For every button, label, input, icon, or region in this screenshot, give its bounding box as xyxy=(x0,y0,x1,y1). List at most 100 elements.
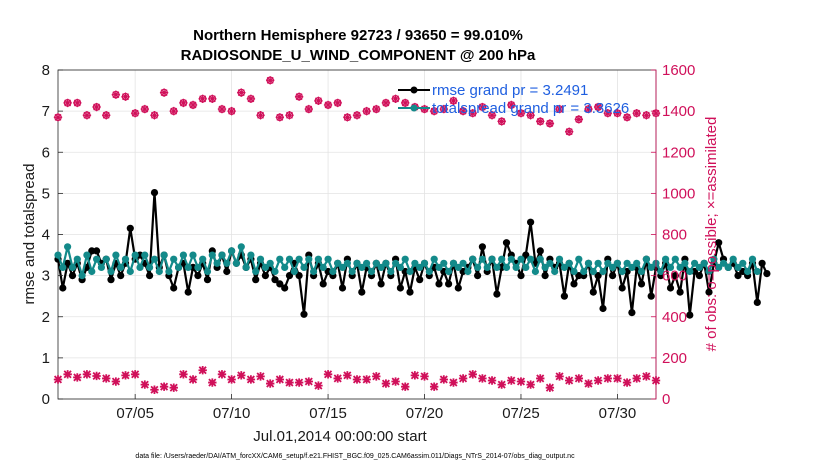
rmse-point-1 xyxy=(59,284,67,292)
obs-assimilated-point-19 xyxy=(237,371,246,380)
rmse-point-137 xyxy=(715,239,723,247)
obs-possible-star-44 xyxy=(478,102,487,112)
totalspread-point-60 xyxy=(343,259,351,267)
right-y-axis-label: # of obs: o=possible; ×=assimilated xyxy=(703,117,720,352)
totalspread-point-127 xyxy=(666,263,675,271)
obs-possible-star-36 xyxy=(401,98,410,108)
totalspread-point-71 xyxy=(396,263,404,271)
totalspread-point-80 xyxy=(440,259,448,267)
obs-assimilated-point-58 xyxy=(613,374,622,383)
obs-possible-point-0 xyxy=(53,113,63,122)
totalspread-point-108 xyxy=(575,255,583,263)
obs-possible-point-1 xyxy=(63,98,72,108)
obs-possible-point-27 xyxy=(314,96,323,106)
rmse-point-119 xyxy=(628,309,636,317)
obs-possible-star-51 xyxy=(545,119,555,128)
totalspread-series xyxy=(54,243,761,280)
obs-assimilated-point-28 xyxy=(323,370,333,379)
totalspread-point-98 xyxy=(527,255,535,263)
obs-assimilated-point-7 xyxy=(121,371,130,380)
totalspread-point-112 xyxy=(594,259,602,267)
obs-possible-point-45 xyxy=(487,111,497,120)
obs-possible-star-48 xyxy=(516,108,526,118)
totalspread-point-7 xyxy=(88,267,96,276)
totalspread-point-28 xyxy=(189,251,197,259)
obs-possible-point-11 xyxy=(159,88,169,97)
totalspread-point-12 xyxy=(112,251,120,259)
rmse-point-96 xyxy=(517,272,525,280)
obs-possible-star-42 xyxy=(458,106,468,116)
obs-assimilated-point-33 xyxy=(372,372,381,381)
y-axis-label: rmse and totalspread xyxy=(21,164,38,305)
totalspread-point-0 xyxy=(54,251,62,259)
totalspread-point-100 xyxy=(536,255,544,263)
x-axis-label: Jul.01,2014 00:00:00 start xyxy=(253,428,427,445)
left-tick-label-2: 2 xyxy=(42,309,50,326)
rmse-point-98 xyxy=(527,218,535,226)
obs-possible-point-15 xyxy=(198,94,207,103)
right-tick-label-0: 0 xyxy=(662,391,670,408)
obs-assimilated-point-55 xyxy=(584,379,593,388)
totalspread-point-86 xyxy=(469,255,477,263)
rmse-point-2 xyxy=(64,259,72,267)
obs-possible-point-46 xyxy=(497,117,506,126)
obs-possible-star-5 xyxy=(102,111,111,120)
totalspread-point-22 xyxy=(160,251,168,259)
totalspread-point-79 xyxy=(435,263,443,271)
rmse-point-50 xyxy=(295,272,303,280)
rmse-point-73 xyxy=(406,288,414,296)
left-tick-label-7: 7 xyxy=(42,103,50,120)
obs-assimilated-point-32 xyxy=(362,375,371,384)
obs-possible-star-21 xyxy=(256,111,265,120)
obs-possible-star-61 xyxy=(642,111,651,120)
obs-assimilated-point-50 xyxy=(536,374,545,383)
chart-subtitle: RADIOSONDE_U_WIND_COMPONENT @ 200 hPa xyxy=(181,47,536,64)
totalspread-point-4 xyxy=(73,255,81,263)
totalspread-point-41 xyxy=(252,267,260,276)
totalspread-point-34 xyxy=(218,251,226,259)
obs-possible-point-30 xyxy=(343,113,352,122)
obs-possible-point-19 xyxy=(237,88,246,97)
totalspread-point-52 xyxy=(305,255,313,263)
obs-possible-star-41 xyxy=(449,96,458,106)
obs-possible-star-32 xyxy=(362,106,371,116)
obs-possible-star-16 xyxy=(208,94,217,103)
rmse-point-29 xyxy=(194,272,202,280)
obs-assimilated-point-48 xyxy=(516,377,526,386)
totalspread-point-44 xyxy=(266,259,274,267)
totalspread-point-19 xyxy=(146,263,154,271)
obs-possible-star-47 xyxy=(507,100,516,110)
obs-assimilated-point-41 xyxy=(449,378,458,387)
right-axis-ticks: 0 200 400 600 800 1000 1200 1400 1600 xyxy=(651,62,695,408)
obs-assimilated-series xyxy=(53,366,661,394)
rmse-point-46 xyxy=(276,280,284,288)
totalspread-point-131 xyxy=(686,267,694,276)
totalspread-point-102 xyxy=(546,259,554,267)
obs-possible-star-8 xyxy=(130,108,140,118)
obs-assimilated-point-56 xyxy=(593,376,603,385)
obs-possible-star-4 xyxy=(92,102,101,112)
rmse-point-11 xyxy=(107,276,115,284)
totalspread-point-32 xyxy=(208,251,216,259)
rmse-point-75 xyxy=(416,276,424,284)
totalspread-point-59 xyxy=(338,263,347,271)
obs-possible-point-40 xyxy=(439,104,449,114)
totalspread-point-36 xyxy=(228,247,236,255)
obs-possible-point-2 xyxy=(73,98,82,108)
totalspread-point-63 xyxy=(358,263,366,271)
rmse-point-145 xyxy=(753,298,761,306)
obs-possible-star-6 xyxy=(111,90,121,99)
totalspread-point-110 xyxy=(584,259,593,267)
obs-possible-star-30 xyxy=(343,113,352,122)
obs-possible-point-49 xyxy=(526,111,535,120)
obs-assimilated-point-23 xyxy=(275,375,285,384)
x-tick-label-1: 07/10 xyxy=(213,405,251,422)
obs-assimilated-point-10 xyxy=(150,385,159,394)
totalspread-point-118 xyxy=(623,259,631,267)
obs-possible-star-45 xyxy=(487,111,497,120)
totalspread-point-1 xyxy=(59,263,67,271)
obs-possible-star-27 xyxy=(314,96,323,106)
obs-assimilated-point-39 xyxy=(429,382,439,391)
totalspread-point-128 xyxy=(671,255,679,263)
